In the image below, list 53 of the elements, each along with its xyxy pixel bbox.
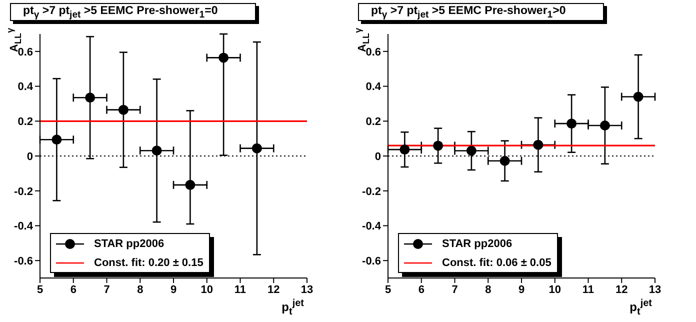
y-tick-label: 0.6 (18, 46, 33, 58)
legend-label: STAR pp2006 (94, 238, 164, 250)
point (600, 120, 610, 130)
point (500, 156, 510, 166)
y-tick-label: -0.4 (362, 220, 382, 233)
legend-label: STAR pp2006 (442, 238, 512, 250)
x-tick-label: 7 (104, 284, 110, 296)
y-tick-label: -0.6 (362, 255, 381, 268)
point (185, 180, 196, 190)
point (433, 140, 444, 151)
x-tick-label: 8 (137, 284, 144, 296)
y-tick-label: 0.4 (18, 81, 34, 94)
x-tick-label: 8 (485, 284, 492, 296)
y-tick-label: 0.6 (366, 46, 381, 58)
point (633, 92, 644, 102)
y-tick-label: -0.4 (14, 220, 34, 233)
point (118, 104, 128, 115)
y-tick-label: -0.2 (14, 186, 33, 198)
point (152, 146, 162, 156)
point (400, 144, 410, 155)
x-tick-label: 9 (170, 284, 177, 296)
y-tick-label: 0 (374, 150, 381, 163)
x-tick-label: 7 (452, 284, 458, 296)
x-tick-label: 12 (268, 284, 280, 296)
point (52, 134, 62, 145)
y-tick-label: 0.2 (366, 116, 381, 128)
point (533, 140, 544, 150)
chart-title: pt$_{γ}$ >7 pt$_{jet}$ >5 EEMC Pre-shower$_{1}$>0 (358, 3, 604, 21)
legend-label: Const. fit: 0.20 ± 0.15 (94, 256, 204, 268)
y-tick-label: -0.6 (14, 255, 33, 268)
point (566, 118, 577, 129)
point (252, 143, 262, 154)
y-tick-label: 0 (26, 150, 33, 163)
x-tick-label: 6 (418, 284, 424, 296)
x-tick-label: 5 (36, 284, 44, 296)
x-tick-label: 10 (200, 284, 213, 296)
point (85, 92, 96, 103)
x-tick-label: 10 (548, 284, 561, 296)
x-tick-label: 13 (300, 284, 314, 296)
point (466, 146, 476, 156)
y-tick-label: -0.2 (362, 186, 381, 198)
x-tick-label: 12 (616, 284, 628, 296)
x-tick-label: 13 (648, 284, 662, 296)
legend-label: Const. fit: 0.06 ± 0.05 (442, 256, 552, 268)
y-tick-label: 0.2 (18, 116, 33, 128)
x-tick-label: 6 (70, 284, 76, 296)
x-tick-label: 11 (234, 284, 246, 296)
y-tick-label: 0.4 (366, 81, 382, 94)
chart-title: pt$_{γ}$ >7 pt$_{jet}$ >5 EEMC Pre-shower$_{1}$=0 (10, 3, 256, 21)
point (218, 52, 229, 63)
x-tick-label: 5 (384, 284, 392, 296)
x-tick-label: 9 (518, 284, 525, 296)
x-tick-label: 11 (582, 284, 594, 296)
